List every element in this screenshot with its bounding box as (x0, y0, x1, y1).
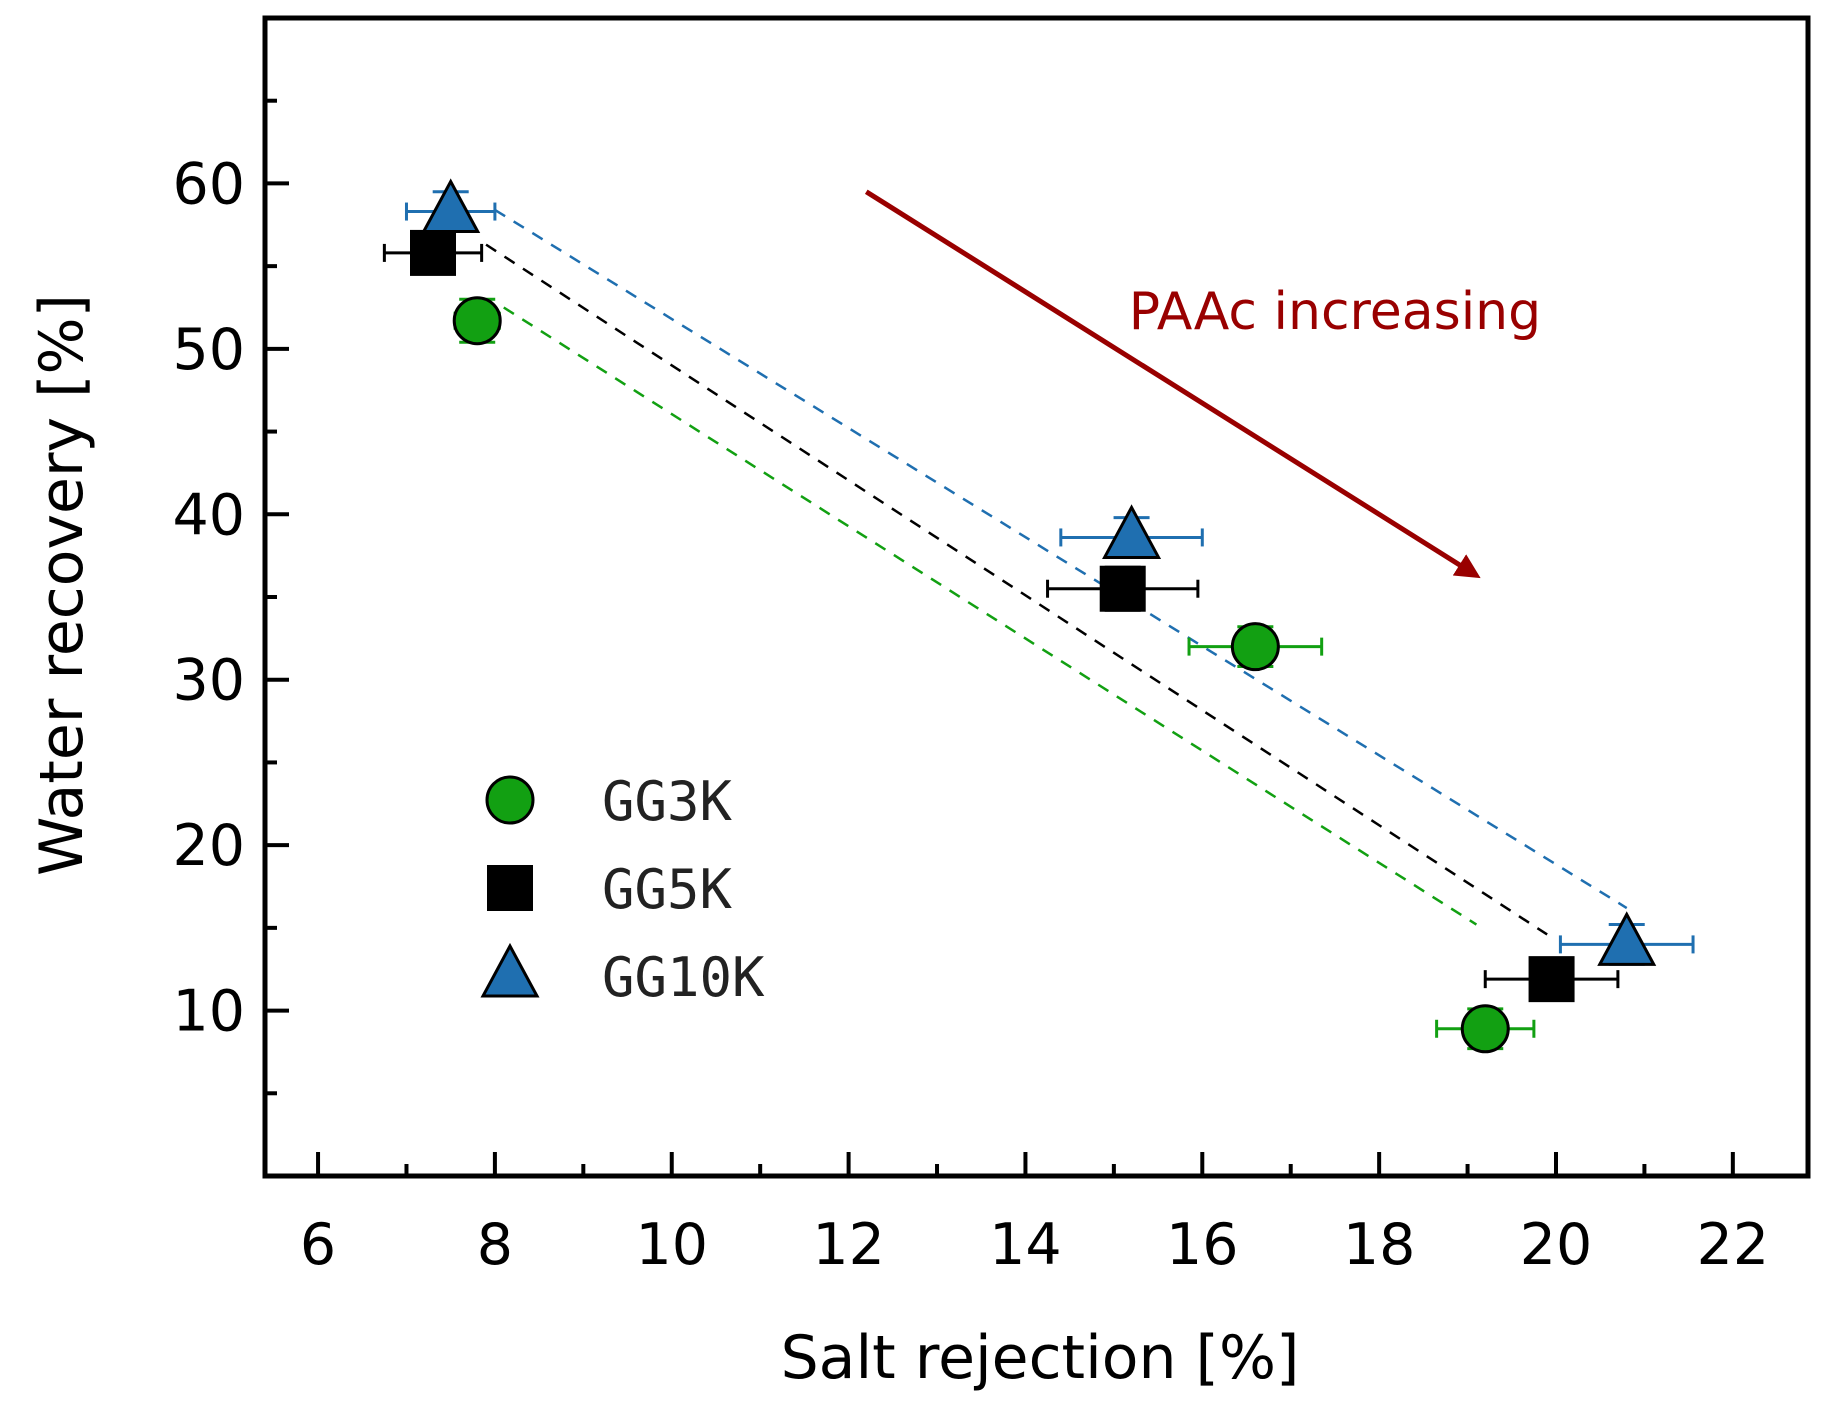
x-tick-label: 6 (300, 1212, 336, 1278)
y-tick-label: 40 (172, 482, 245, 548)
annotation-arrow (864, 189, 1481, 579)
legend-label-gg3k: GG3K (602, 770, 733, 833)
trend-line-gg10k (494, 208, 1628, 910)
legend-marker-gg3k (485, 775, 535, 825)
x-tick-label: 18 (1343, 1212, 1416, 1278)
legend-label-gg5k: GG5K (602, 858, 733, 921)
x-tick-label: 12 (812, 1212, 885, 1278)
legend-marker-gg5k (487, 865, 533, 911)
y-tick-label: 20 (172, 813, 245, 879)
y-tick-label: 30 (172, 648, 245, 714)
plot-frame (262, 15, 1811, 1179)
x-tick-label: 10 (635, 1212, 708, 1278)
data-point-gg5k (410, 229, 457, 276)
x-tick-label: 20 (1520, 1212, 1593, 1278)
y-tick-label: 60 (172, 151, 245, 217)
y-tick-label: 50 (172, 317, 245, 383)
annotation-text: PAAc increasing (1129, 282, 1541, 342)
y-axis-title: Water recovery [%] (27, 294, 97, 876)
y-tick-label: 10 (172, 979, 245, 1045)
x-tick-label: 16 (1166, 1212, 1239, 1278)
data-point-gg10k (1597, 911, 1657, 966)
data-point-gg3k (1230, 622, 1280, 672)
data-point-gg10k (421, 178, 481, 234)
legend-label-gg10k: GG10K (602, 946, 765, 1009)
legend-marker-gg10k (480, 942, 540, 998)
x-tick-label: 14 (989, 1212, 1062, 1278)
x-axis-title: Salt rejection [%] (781, 1323, 1300, 1393)
x-tick-label: 22 (1697, 1212, 1770, 1278)
data-point-gg5k (1528, 956, 1575, 1003)
data-point-gg3k (452, 296, 502, 346)
data-point-gg3k (1460, 1004, 1510, 1054)
data-point-gg5k (1099, 565, 1146, 612)
trend-line-gg3k (503, 306, 1478, 926)
data-point-gg10k (1102, 504, 1162, 559)
x-tick-label: 8 (477, 1212, 513, 1278)
